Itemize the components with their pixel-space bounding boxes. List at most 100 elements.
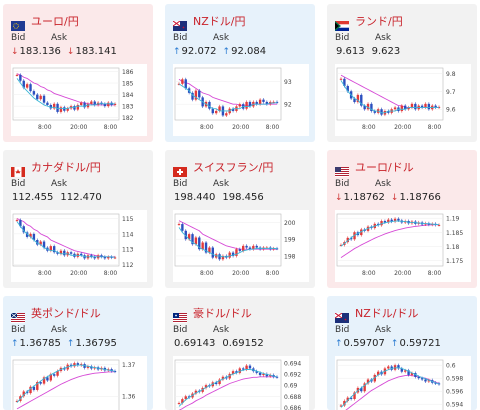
ask-value: ↑1.36795 xyxy=(67,338,117,349)
candle xyxy=(221,376,225,380)
trend-arrow-icon: ↑ xyxy=(11,339,19,349)
candle xyxy=(245,101,248,109)
y-tick-label: 198 xyxy=(284,253,296,260)
x-tick-label: 20:00 xyxy=(394,270,411,277)
candle xyxy=(52,246,56,253)
x-tick-label: 8:00 xyxy=(428,124,442,131)
y-tick-label: 114 xyxy=(122,231,134,238)
price-chart[interactable]: 1.37 1.36 xyxy=(11,356,147,410)
bid-value: ↓1.18762 xyxy=(335,192,385,203)
price-chart[interactable]: 0.6 0.598 0.596 0.594 xyxy=(335,356,471,410)
card-header: NZドル/ドル xyxy=(334,305,419,323)
candle xyxy=(434,382,437,384)
ask-label: Ask xyxy=(213,325,230,335)
ask-label: Ask xyxy=(213,33,230,43)
candle xyxy=(360,229,363,236)
x-tick-label: 8:00 xyxy=(266,270,280,277)
bid-label: Bid xyxy=(173,179,188,189)
candle xyxy=(238,368,242,373)
currency-card[interactable]: ユーロ/ドル Bid Ask ↓1.18762 ↓1.18766 1.19 1.1… xyxy=(327,150,477,288)
pair-title[interactable]: ユーロ/円 xyxy=(31,15,79,28)
price-chart[interactable]: 115 114 113 112 8:00 20:00 8:00 xyxy=(11,210,147,282)
flag-icon xyxy=(11,162,25,177)
candle xyxy=(360,387,363,392)
candle xyxy=(373,111,376,113)
price-chart[interactable]: 200 199 198 8:00 20:00 8:00 xyxy=(173,210,309,282)
currency-card[interactable]: 英ポンド/ドル Bid Ask ↑1.36785 ↑1.36795 1.37 1.… xyxy=(3,296,153,410)
candle xyxy=(25,84,29,88)
flag-icon xyxy=(172,16,187,31)
trend-arrow-icon: ↑ xyxy=(66,339,75,349)
candle xyxy=(414,103,417,110)
currency-card[interactable]: スイスフラン/円 Bid Ask 198.440 198.456 200 199 1… xyxy=(165,150,315,288)
pair-title[interactable]: NZドル/円 xyxy=(193,15,246,28)
currency-card[interactable]: NZドル/ドル Bid Ask ↑0.59707 ↑0.59721 0.6 0.5… xyxy=(327,296,477,410)
quote-values: ↑0.59707 ↑0.59721 xyxy=(335,338,447,349)
quote-labels: Bid Ask xyxy=(11,33,91,43)
candle xyxy=(376,371,380,375)
pair-title[interactable]: ランド/円 xyxy=(355,15,403,28)
trend-arrow-icon: ↑ xyxy=(390,339,399,349)
y-tick-label: 112 xyxy=(122,262,134,269)
currency-card[interactable]: カナダドル/円 Bid Ask 112.455 112.470 115 114 11… xyxy=(3,150,153,288)
candle xyxy=(90,366,93,369)
candle xyxy=(221,255,225,260)
bid-label: Bid xyxy=(335,325,350,335)
trend-arrow-icon: ↓ xyxy=(66,47,75,57)
plot-frame xyxy=(12,213,120,267)
bid-number: 9.613 xyxy=(336,46,365,57)
candle xyxy=(265,373,269,377)
pair-title[interactable]: NZドル/ドル xyxy=(355,307,419,320)
candle xyxy=(218,254,221,260)
currency-card[interactable]: 豪ドル/ドル Bid Ask 0.69143 0.69152 0.694 0.69… xyxy=(165,296,315,410)
pair-title[interactable]: スイスフラン/円 xyxy=(193,161,274,174)
ask-number: 0.69152 xyxy=(222,338,264,349)
pair-title[interactable]: 豪ドル/ドル xyxy=(193,307,252,320)
candle xyxy=(83,102,86,108)
price-chart[interactable]: 186 185 184 183 182 8:00 20:00 8:00 xyxy=(11,64,147,136)
pair-title[interactable]: ユーロ/ドル xyxy=(355,161,414,174)
x-tick-label: 8:00 xyxy=(362,270,376,277)
chart-svg: 115 114 113 112 8:00 20:00 8:00 xyxy=(11,210,147,282)
bid-label: Bid xyxy=(11,33,26,43)
candle xyxy=(29,84,32,92)
ask-number: 9.623 xyxy=(371,46,401,57)
candle xyxy=(22,226,25,233)
candle xyxy=(66,108,69,111)
y-tick-label: 0.694 xyxy=(284,360,301,367)
candle xyxy=(252,245,255,250)
currency-card[interactable]: ユーロ/円 Bid Ask ↓183.136 ↓183.141 186 185 18… xyxy=(3,4,153,142)
candle xyxy=(410,373,414,375)
candle xyxy=(42,377,46,384)
candle xyxy=(349,237,353,240)
pair-title[interactable]: 英ポンド/ドル xyxy=(31,307,101,320)
currency-card[interactable]: ランド/円 Bid Ask 9.613 9.623 9.8 9.7 9.6 8:00 2… xyxy=(327,4,477,142)
candle xyxy=(49,246,52,251)
pair-title[interactable]: カナダドル/円 xyxy=(31,161,101,174)
ma-slow-line xyxy=(340,224,439,258)
price-chart[interactable]: 0.694 0.692 0.69 0.688 0.686 xyxy=(173,356,309,410)
currency-card[interactable]: NZドル/円 Bid Ask ↑92.072 ↑92.084 93 92 8:00 2… xyxy=(165,4,315,142)
price-chart[interactable]: 93 92 8:00 20:00 8:00 xyxy=(173,64,309,136)
candle xyxy=(73,106,76,110)
candle xyxy=(275,101,279,103)
ask-label: Ask xyxy=(375,179,392,189)
ma-fast-line xyxy=(16,221,116,258)
bid-label: Bid xyxy=(173,325,188,335)
candle xyxy=(36,382,39,390)
candle xyxy=(59,250,63,254)
bid-value: 112.455 xyxy=(11,192,53,203)
candle xyxy=(407,370,410,375)
candle xyxy=(110,256,113,258)
candle xyxy=(420,105,424,108)
price-chart[interactable]: 1.19 1.185 1.18 1.175 8:00 20:00 8:00 xyxy=(335,210,471,282)
ask-label: Ask xyxy=(375,33,392,43)
candle xyxy=(339,78,343,80)
price-chart[interactable]: 9.8 9.7 9.6 8:00 20:00 8:00 xyxy=(335,64,471,136)
candle xyxy=(194,237,198,245)
quote-labels: Bid Ask xyxy=(173,325,253,335)
candle xyxy=(238,249,242,251)
x-tick-label: 20:00 xyxy=(70,270,87,277)
chart-svg: 186 185 184 183 182 8:00 20:00 8:00 xyxy=(11,64,147,136)
candle xyxy=(242,245,245,251)
